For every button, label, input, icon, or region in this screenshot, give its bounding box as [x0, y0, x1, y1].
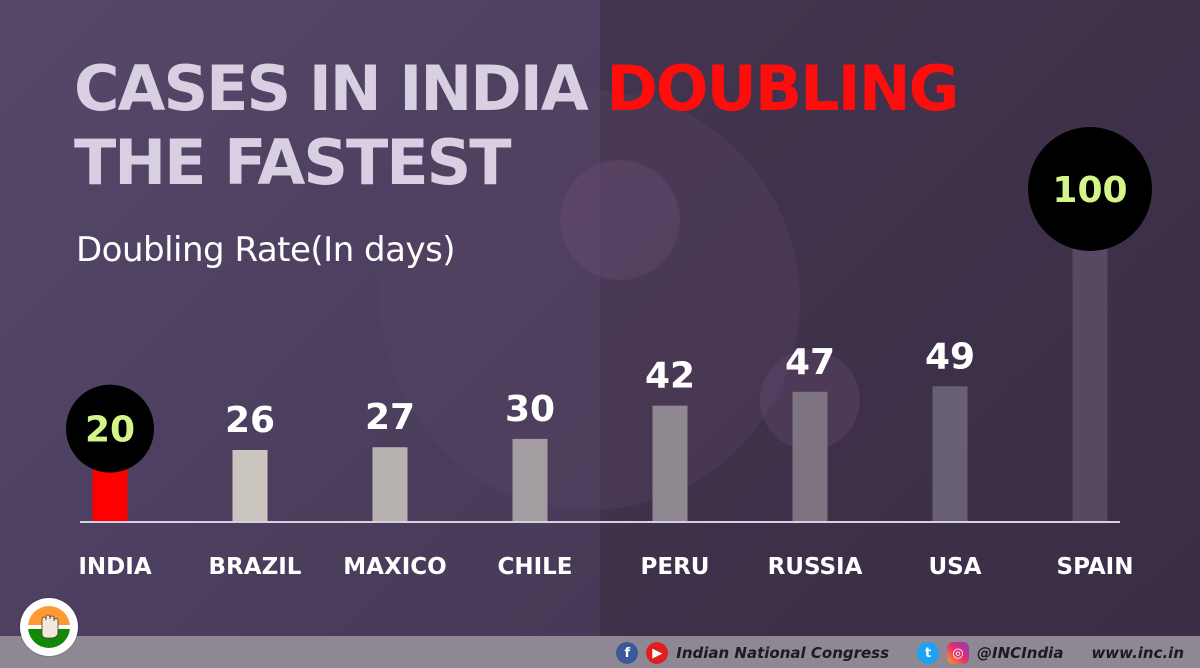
- value-label-peru: 42: [645, 356, 695, 397]
- social-handle: @INCIndia: [977, 644, 1064, 662]
- bar-india: [92, 466, 128, 522]
- value-label-brazil: 26: [225, 400, 275, 441]
- twitter-icon[interactable]: t: [917, 642, 940, 664]
- bar-russia: [792, 391, 828, 522]
- congress-logo: [20, 598, 78, 656]
- background-left: [0, 0, 600, 636]
- value-label-maxico: 27: [365, 397, 415, 438]
- value-badge-spain: [1028, 127, 1152, 251]
- value-label-india: 20: [85, 410, 135, 451]
- org-name: Indian National Congress: [676, 644, 890, 662]
- virus-decoration: [560, 160, 680, 280]
- virus-decoration: [380, 90, 800, 510]
- bar-brazil: [232, 449, 268, 522]
- value-label-usa: 49: [925, 336, 975, 377]
- chart-title: CASES IN INDIA DOUBLING THE FASTEST: [74, 52, 959, 199]
- category-label-chile: CHILE: [497, 554, 572, 580]
- value-label-spain: 100: [1052, 170, 1127, 211]
- bar-spain: [1072, 245, 1108, 522]
- chart-subtitle: Doubling Rate(In days): [76, 230, 456, 270]
- bar-maxico: [372, 447, 408, 522]
- category-label-russia: RUSSIA: [768, 554, 863, 580]
- social-bar: f ▶ Indian National Congress t ◎ @INCInd…: [616, 640, 1184, 666]
- title-highlight: DOUBLING: [606, 52, 959, 125]
- bar-chart: 20 INDIA 26 BRAZIL 27 MAXICO 30 CHILE 42 PERU 47 RU…: [66, 127, 1152, 580]
- value-label-russia: 47: [785, 342, 835, 383]
- category-label-spain: SPAIN: [1057, 554, 1134, 580]
- website-link[interactable]: www.inc.in: [1091, 644, 1184, 662]
- category-label-india: INDIA: [78, 554, 151, 580]
- category-label-brazil: BRAZIL: [209, 554, 302, 580]
- footer-bar: [0, 636, 1200, 668]
- instagram-icon[interactable]: ◎: [947, 642, 970, 664]
- value-badge-india: [66, 384, 154, 473]
- facebook-icon[interactable]: f: [616, 642, 639, 664]
- category-label-usa: USA: [928, 554, 981, 580]
- category-label-maxico: MAXICO: [343, 554, 446, 580]
- youtube-icon[interactable]: ▶: [646, 642, 669, 664]
- bar-chile: [512, 438, 548, 522]
- value-label-chile: 30: [505, 389, 555, 430]
- category-label-peru: PERU: [641, 554, 710, 580]
- bar-usa: [932, 386, 968, 522]
- bar-peru: [652, 405, 688, 522]
